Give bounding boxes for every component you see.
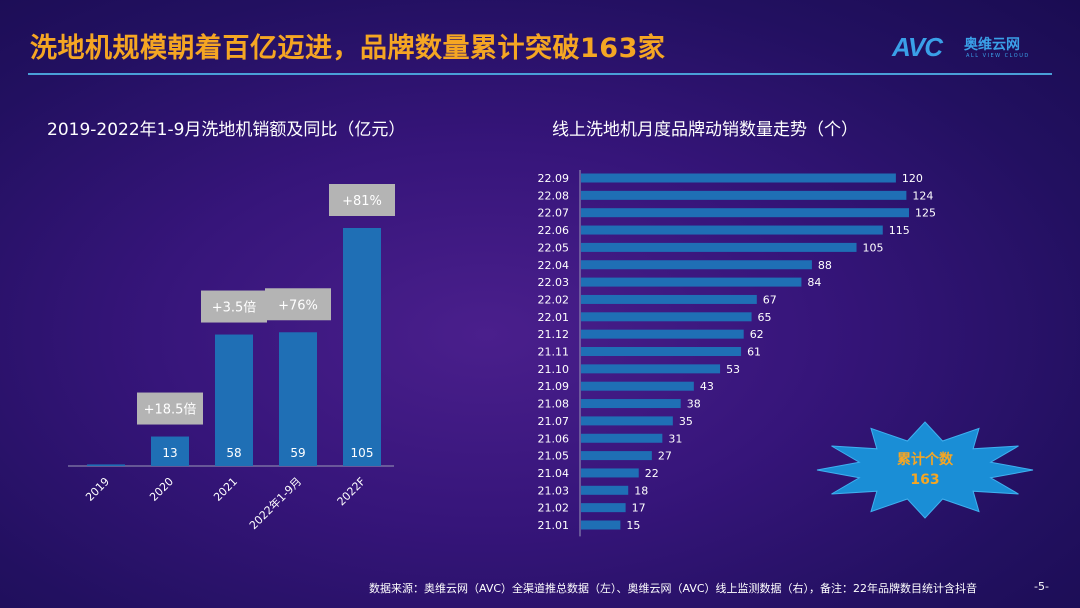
right-category-label: 22.04 — [538, 259, 570, 272]
burst-shape — [816, 421, 1034, 519]
right-bar-chart: 22.09 120 22.08 124 22.07 125 22.06 115 22.05 105… — [538, 170, 936, 537]
right-bar-value-label: 67 — [763, 293, 777, 306]
source-footnote: 数据来源：奥维云网（AVC）全渠道推总数据（左）、奥维云网（AVC）线上监测数据… — [369, 582, 978, 595]
right-bar-value-label: 125 — [915, 207, 936, 220]
right-category-label: 22.08 — [538, 189, 570, 202]
growth-label: +18.5倍 — [144, 403, 197, 418]
right-category-label: 21.07 — [538, 415, 570, 428]
logo-en-text: ALL VIEW CLOUD — [966, 53, 1030, 59]
growth-label: +3.5倍 — [212, 301, 257, 316]
right-chart-title: 线上洗地机月度品牌动销数量走势（个） — [552, 120, 858, 140]
left-bar — [151, 436, 189, 466]
left-bar — [215, 334, 253, 466]
right-bar-value-label: 105 — [863, 241, 884, 254]
right-bar — [581, 312, 752, 322]
right-bar-value-label: 38 — [687, 398, 701, 411]
right-category-label: 21.09 — [538, 380, 570, 393]
page-number: -5- — [1034, 580, 1049, 593]
growth-label: +76% — [278, 298, 318, 313]
right-bar — [581, 277, 802, 287]
left-bar-value-label: 13 — [162, 446, 177, 460]
right-category-label: 22.02 — [538, 293, 570, 306]
right-bar — [581, 451, 652, 461]
right-bar-value-label: 120 — [902, 172, 923, 185]
right-bar — [581, 468, 639, 478]
right-category-label: 21.06 — [538, 432, 570, 445]
right-bar-value-label: 61 — [747, 346, 761, 359]
right-bar — [581, 208, 909, 218]
right-bar-value-label: 62 — [750, 328, 764, 341]
right-bar-value-label: 15 — [626, 519, 640, 532]
right-bar-value-label: 43 — [700, 380, 714, 393]
left-bar-chart: 201913+18.5倍202058+3.5倍202159+76%2022年1-… — [68, 184, 395, 532]
right-bar — [581, 520, 621, 530]
growth-label-box — [265, 288, 331, 321]
right-category-label: 22.03 — [538, 276, 570, 289]
right-bar — [581, 260, 812, 270]
right-bar — [581, 173, 896, 183]
right-category-label: 21.05 — [538, 450, 570, 463]
right-bar-value-label: 18 — [634, 484, 648, 497]
left-bar — [343, 228, 381, 466]
right-bar — [581, 242, 857, 252]
right-category-label: 22.06 — [538, 224, 570, 237]
right-category-label: 22.01 — [538, 311, 570, 324]
right-bar — [581, 364, 721, 374]
right-category-label: 21.11 — [538, 346, 570, 359]
page-title: 洗地机规模朝着百亿迈进，品牌数量累计突破163家 — [30, 33, 666, 64]
right-bar-value-label: 17 — [632, 502, 646, 515]
left-bar — [279, 332, 317, 466]
right-bar — [581, 294, 757, 304]
callout-value: 163 — [910, 472, 940, 488]
growth-label-box — [201, 290, 267, 323]
right-bar-value-label: 53 — [726, 363, 740, 376]
right-category-label: 22.07 — [538, 207, 570, 220]
right-category-label: 21.02 — [538, 502, 570, 515]
left-bar-value-label: 59 — [290, 446, 305, 460]
right-bar-value-label: 27 — [658, 450, 672, 463]
title-divider — [28, 73, 1052, 75]
right-bar — [581, 329, 744, 339]
avc-logo: AVC 奥维云网 ALL VIEW CLOUD — [892, 32, 1062, 62]
left-bar-value-label: 105 — [351, 446, 374, 460]
right-category-label: 22.05 — [538, 241, 570, 254]
right-category-label: 21.10 — [538, 363, 570, 376]
right-bar — [581, 485, 629, 495]
logo-avc-text: AVC — [892, 32, 943, 62]
right-category-label: 21.03 — [538, 484, 570, 497]
right-category-label: 21.04 — [538, 467, 570, 480]
growth-label-box — [137, 392, 203, 425]
left-bar-value-label: 58 — [226, 446, 241, 460]
right-bar-value-label: 31 — [668, 432, 682, 445]
right-bar — [581, 190, 907, 200]
right-bar — [581, 503, 626, 513]
right-bar — [581, 225, 883, 235]
right-bar — [581, 416, 673, 426]
right-bar-value-label: 65 — [758, 311, 772, 324]
callout-text: 累计个数 163 — [870, 450, 980, 490]
right-bar-value-label: 115 — [889, 224, 910, 237]
left-chart-title: 2019-2022年1-9月洗地机销额及同比（亿元） — [47, 120, 406, 140]
right-bar-value-label: 88 — [818, 259, 832, 272]
right-category-label: 22.09 — [538, 172, 570, 185]
right-bar-value-label: 124 — [912, 189, 933, 202]
right-bar — [581, 433, 663, 443]
right-bar-value-label: 84 — [807, 276, 821, 289]
growth-label-box — [329, 184, 395, 216]
right-bar — [581, 381, 694, 391]
right-category-label: 21.01 — [538, 519, 570, 532]
logo-cn-text: 奥维云网 — [964, 37, 1020, 53]
right-bar-value-label: 22 — [645, 467, 659, 480]
callout-label: 累计个数 — [897, 452, 953, 468]
right-bar — [581, 347, 742, 356]
right-category-label: 21.08 — [538, 398, 570, 411]
right-category-label: 21.12 — [538, 328, 570, 341]
right-bar-value-label: 35 — [679, 415, 693, 428]
right-bar — [581, 399, 681, 409]
growth-label: +81% — [342, 194, 382, 209]
left-bar — [87, 464, 125, 466]
